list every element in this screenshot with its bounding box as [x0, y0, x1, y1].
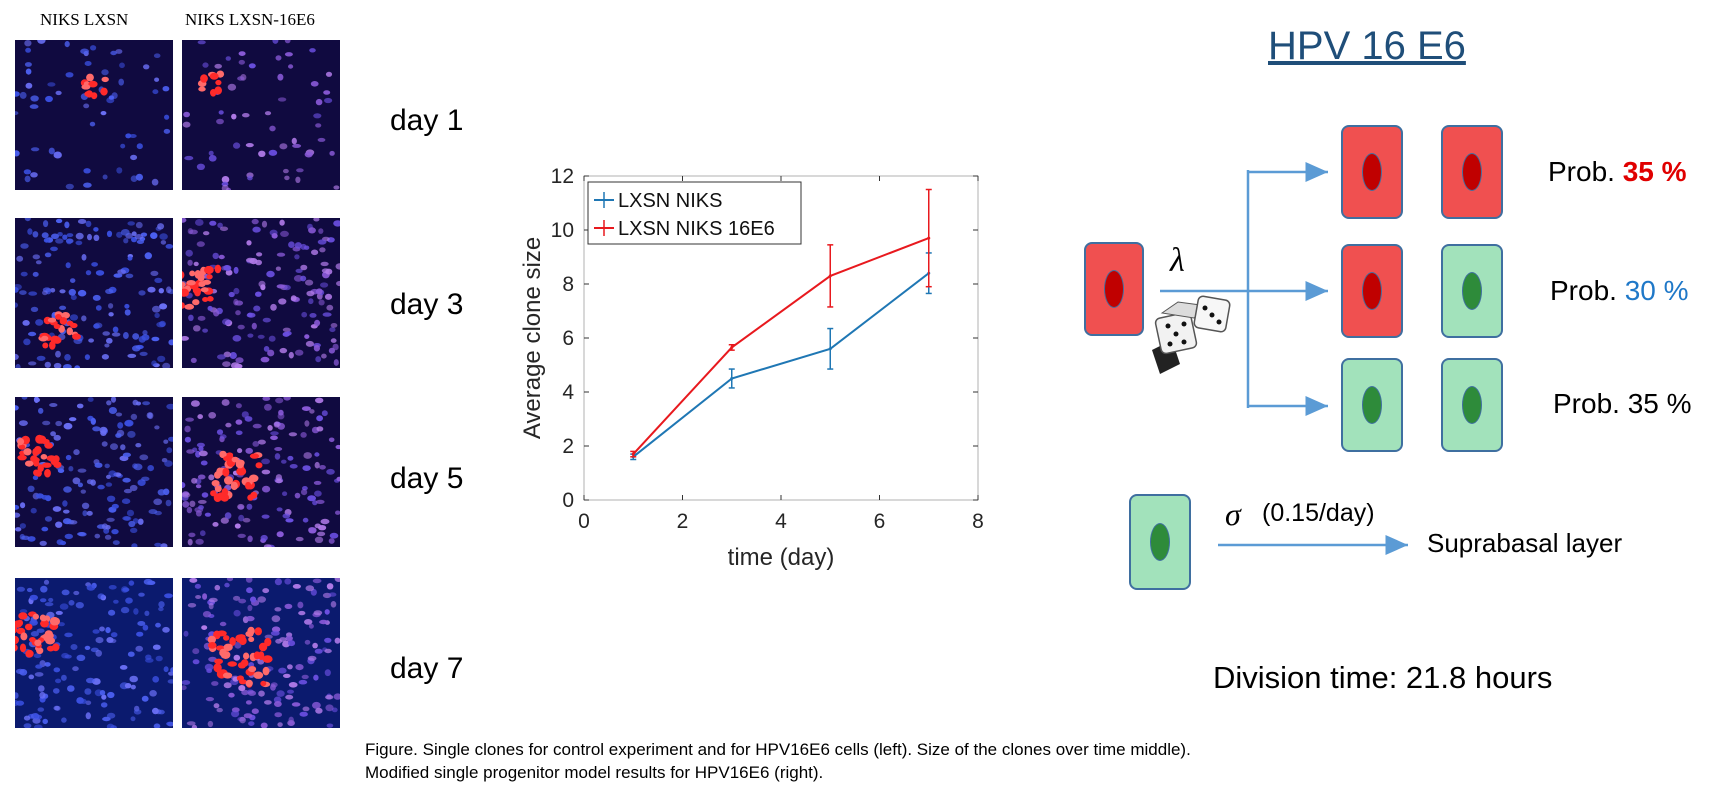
probability-value: 30 %: [1624, 275, 1689, 306]
y-tick-label: 4: [562, 381, 574, 404]
day-label-1: day 1: [390, 104, 464, 137]
nucleus: [1462, 272, 1482, 310]
suprabasal-label: Suprabasal layer: [1427, 528, 1623, 558]
y-tick-label: 12: [551, 165, 574, 188]
x-tick-label: 6: [874, 510, 886, 533]
differentiating-cell: [1129, 494, 1191, 590]
microscopy-image: [182, 578, 340, 728]
division-time: Division time: 21.8 hours: [1213, 660, 1553, 695]
microscopy-image: [182, 218, 340, 368]
probability-prefix: Prob.: [1548, 156, 1623, 187]
progenitor-cell: [1084, 242, 1144, 336]
column-title-16e6: NIKS LXSN-16E6: [185, 10, 315, 29]
figure-caption: Figure. Single clones for control experi…: [365, 740, 1191, 782]
daughter-cell-1b: [1441, 125, 1503, 219]
probability-label-1: Prob. 35 %: [1548, 156, 1687, 188]
probability-value: 35 %: [1622, 156, 1687, 187]
data-point: [927, 236, 931, 240]
dice-icon: [1152, 295, 1231, 374]
daughter-cell-2a: [1341, 244, 1403, 338]
y-tick-label: 10: [551, 219, 574, 242]
nucleus: [1462, 386, 1482, 424]
y-tick-label: 2: [562, 435, 574, 458]
probability-value: 35 %: [1627, 388, 1692, 419]
microscopy-image: [15, 40, 173, 190]
y-tick-label: 8: [562, 273, 574, 296]
legend-label: LXSN NIKS: [618, 190, 722, 212]
day-label-5: day 5: [390, 462, 464, 495]
x-axis-label: time (day): [728, 544, 835, 571]
daughter-cell-3b: [1441, 358, 1503, 452]
legend-label: LXSN NIKS 16E6: [618, 218, 775, 240]
probability-prefix: Prob.: [1553, 388, 1628, 419]
day-label-3: day 3: [390, 288, 464, 321]
data-point: [828, 274, 832, 278]
model-title: HPV 16 E6: [1268, 24, 1466, 68]
sigma-rate: (0.15/day): [1262, 499, 1375, 527]
x-tick-label: 4: [775, 510, 787, 533]
nucleus: [1362, 386, 1382, 424]
probability-label-2: Prob. 30 %: [1550, 275, 1689, 307]
nucleus: [1150, 523, 1170, 561]
y-tick-label: 6: [562, 327, 574, 350]
daughter-cell-3a: [1341, 358, 1403, 452]
series-line-2: [632, 237, 930, 455]
probability-label-3: Prob. 35 %: [1553, 388, 1692, 420]
data-point: [730, 377, 734, 380]
microscopy-image: [15, 578, 173, 728]
y-tick-label: 0: [562, 489, 574, 512]
microscopy-image: [182, 40, 340, 190]
daughter-cell-2b: [1441, 244, 1503, 338]
series-line-1: [632, 272, 930, 458]
nucleus: [1462, 153, 1482, 191]
microscopy-image: [15, 218, 173, 368]
x-tick-label: 0: [578, 510, 590, 533]
model-diagram: [1152, 162, 1408, 555]
x-tick-label: 2: [677, 510, 689, 533]
column-title-control: NIKS LXSN: [40, 10, 129, 29]
data-point: [730, 345, 734, 349]
y-axis-label: Average clone size: [519, 237, 546, 439]
chart-legend: LXSN NIKS LXSN NIKS 16E6: [587, 181, 802, 245]
sigma-symbol: σ: [1225, 496, 1241, 532]
nucleus: [1104, 270, 1124, 308]
data-point: [631, 452, 635, 456]
microscopy-image: [15, 397, 173, 547]
clone-size-chart: 0 2 4 6 8 0 2 4 6 8 10 12 time (day) Average clone …: [519, 165, 984, 571]
lambda-symbol: λ: [1170, 242, 1185, 279]
probability-prefix: Prob.: [1550, 275, 1625, 306]
day-label-7: day 7: [390, 652, 464, 685]
nucleus: [1362, 153, 1382, 191]
daughter-cell-1a: [1341, 125, 1403, 219]
nucleus: [1362, 272, 1382, 310]
microscopy-image: [182, 397, 340, 547]
data-point: [828, 347, 832, 351]
x-tick-label: 8: [972, 510, 984, 533]
